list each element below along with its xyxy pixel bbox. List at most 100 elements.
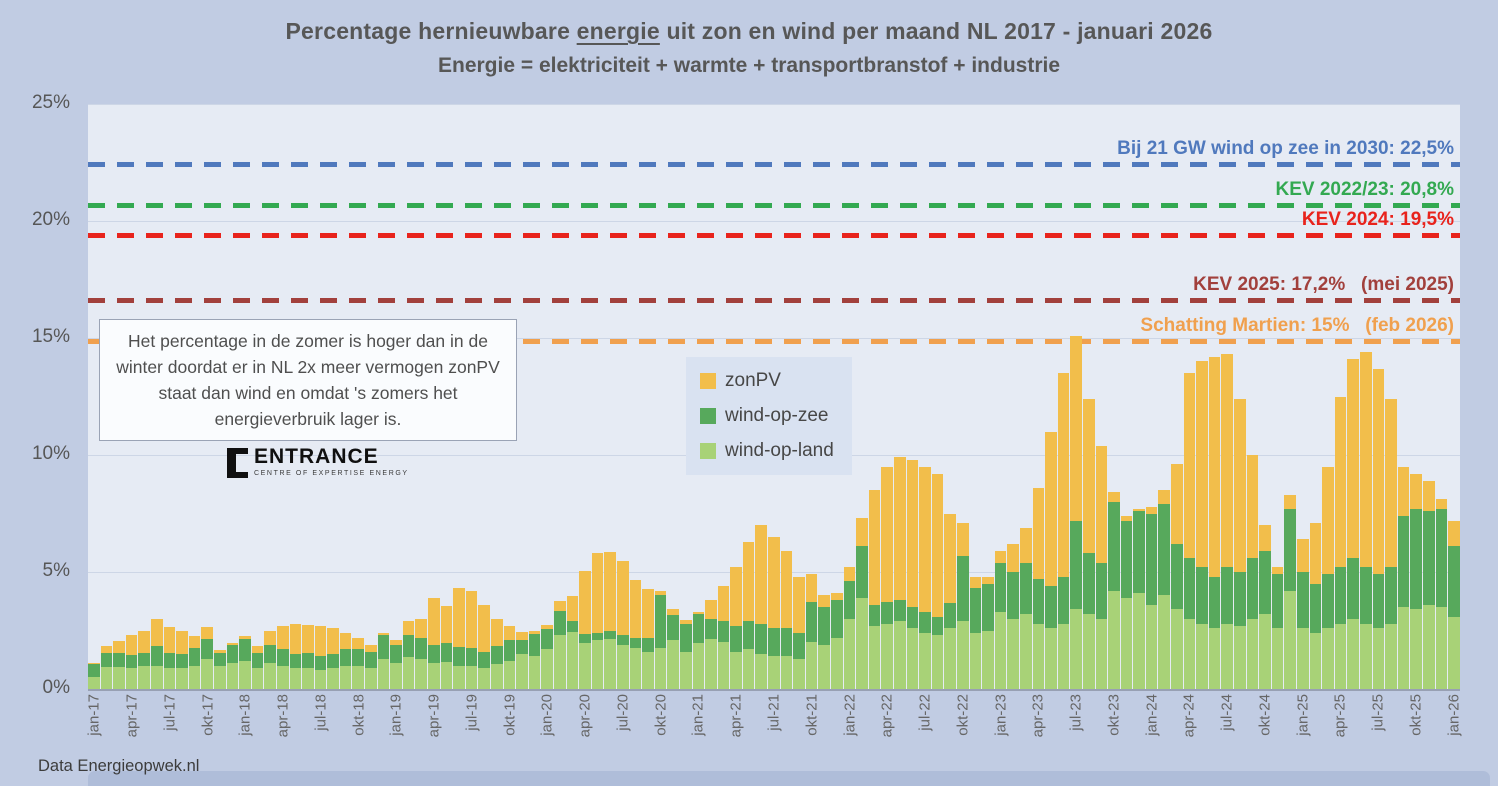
bar-segment-wind-op-zee (453, 646, 465, 666)
stacked-bars (88, 104, 1460, 689)
reference-line (88, 202, 1460, 208)
bar-segment-wind-op-zee (591, 632, 604, 640)
bar-segment-zonPV (642, 588, 654, 638)
bar-segment-wind-op-land (1359, 623, 1372, 689)
x-tick-label: jan-23 (992, 694, 1010, 736)
entrance-logo: ENTRANCE CENTRE OF EXPERTISE ENERGY (227, 446, 409, 478)
bar-jul-23 (1070, 104, 1082, 689)
x-tick-label: apr-17 (123, 694, 141, 738)
bar-segment-zonPV (579, 570, 591, 635)
bar-apr-18 (276, 104, 289, 689)
bar-segment-wind-op-land (768, 656, 780, 689)
bar-jan-25 (1297, 104, 1309, 689)
bar-segment-wind-op-zee (818, 607, 831, 645)
bar-segment-zonPV (742, 541, 755, 622)
bar-segment-zonPV (768, 536, 780, 629)
plot-area: Bij 21 GW wind op zee in 2030: 22,5% KEV … (88, 104, 1460, 691)
bar-segment-wind-op-zee (793, 632, 805, 659)
bar-mrt-25 (1322, 104, 1334, 689)
bar-segment-wind-op-zee (1271, 574, 1284, 629)
bar-segment-zonPV (1221, 354, 1234, 568)
x-tick-label: jul-24 (1218, 694, 1236, 731)
bar-segment-wind-op-zee (1397, 515, 1410, 608)
bar-segment-wind-op-zee (1133, 511, 1145, 594)
bar-segment-wind-op-zee (201, 638, 213, 659)
bar-mei-24 (1196, 104, 1208, 689)
x-tick-label: jan-22 (841, 694, 859, 736)
bar-segment-wind-op-land (692, 643, 705, 689)
bar-segment-wind-op-zee (1385, 567, 1397, 624)
x-tick-label: jan-21 (689, 694, 707, 736)
legend: zonPV wind-op-zee wind-op-land (686, 357, 852, 475)
bar-segment-wind-op-land (390, 663, 402, 689)
bar-segment-wind-op-zee (692, 614, 705, 644)
bar-segment-wind-op-land (213, 665, 226, 689)
bar-okt-18 (352, 104, 365, 689)
bar-apr-24 (1183, 104, 1196, 689)
bar-jun-18 (302, 104, 314, 689)
bar-segment-wind-op-zee (1410, 508, 1422, 610)
bar-segment-wind-op-land (465, 665, 478, 689)
bar-segment-wind-op-land (352, 665, 365, 689)
bar-segment-zonPV (1045, 431, 1057, 587)
bar-segment-wind-op-land (856, 597, 868, 689)
bar-segment-wind-op-land (994, 611, 1007, 689)
bar-segment-zonPV (150, 618, 163, 646)
bar-segment-wind-op-land (868, 625, 881, 689)
bar-segment-wind-op-land (1158, 595, 1171, 689)
bar-segment-wind-op-land (402, 657, 415, 689)
bar-segment-wind-op-zee (1120, 520, 1133, 598)
bar-segment-wind-op-land (1322, 628, 1334, 689)
bar-aug-25 (1385, 104, 1397, 689)
bar-feb-20 (553, 104, 566, 689)
bar-segment-wind-op-land (541, 649, 553, 689)
bar-segment-zonPV (339, 632, 352, 650)
bar-nov-17 (213, 104, 226, 689)
legend-label: zonPV (725, 369, 781, 391)
bar-apr-20 (579, 104, 591, 689)
bar-nov-18 (365, 104, 377, 689)
bar-jul-22 (919, 104, 931, 689)
bar-segment-zonPV (302, 624, 314, 653)
bar-feb-24 (1158, 104, 1171, 689)
bar-segment-wind-op-zee (1259, 550, 1271, 615)
legend-item-zonpv: zonPV (700, 370, 852, 392)
bar-segment-zonPV (566, 595, 579, 622)
bar-segment-wind-op-land (100, 666, 113, 689)
bar-segment-wind-op-zee (1322, 574, 1334, 629)
bar-segment-wind-op-zee (428, 644, 440, 664)
bar-segment-wind-op-land (516, 653, 528, 689)
bar-segment-zonPV (956, 522, 969, 556)
bar-segment-zonPV (541, 624, 553, 630)
x-tick-label: okt-20 (652, 694, 670, 736)
bar-segment-wind-op-zee (1057, 576, 1070, 624)
bar-segment-zonPV (516, 631, 528, 640)
bar-segment-zonPV (1234, 398, 1246, 573)
bar-segment-zonPV (453, 588, 465, 647)
bar-segment-zonPV (1359, 352, 1372, 568)
x-tick-label: apr-24 (1180, 694, 1198, 738)
x-tick-label: okt-25 (1407, 694, 1425, 736)
bar-segment-wind-op-zee (868, 604, 881, 626)
reference-line-label: KEV 2024: 19,5% (1301, 209, 1454, 231)
bar-dec-18 (377, 104, 390, 689)
y-tick-label: 10% (31, 443, 70, 464)
bar-segment-zonPV (251, 645, 264, 653)
bar-mei-19 (440, 104, 453, 689)
bar-segment-zonPV (1246, 455, 1259, 559)
bar-segment-wind-op-land (894, 621, 906, 689)
bar-segment-wind-op-zee (1448, 546, 1460, 617)
y-tick-label: 15% (31, 326, 70, 347)
bar-segment-zonPV (188, 636, 201, 649)
bar-segment-zonPV (1007, 543, 1019, 573)
reference-line (88, 161, 1460, 167)
bar-segment-wind-op-zee (553, 610, 566, 636)
bar-segment-wind-op-zee (919, 611, 931, 633)
bar-apr-25 (1334, 104, 1347, 689)
bar-segment-wind-op-land (579, 643, 591, 689)
bar-segment-wind-op-land (730, 651, 742, 689)
bar-segment-wind-op-land (239, 660, 251, 689)
bar-segment-wind-op-zee (1359, 567, 1372, 624)
x-tick-label: apr-18 (274, 694, 292, 738)
